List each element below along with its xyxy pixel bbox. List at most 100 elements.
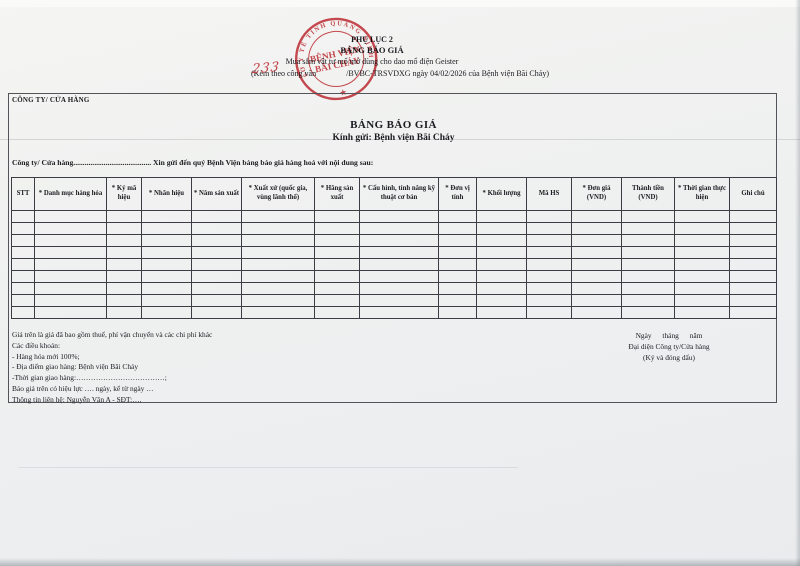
col-header-don-vi-tinh: * Đơn vị tính (438, 177, 477, 211)
table-row (11, 258, 777, 271)
table-cell (191, 210, 242, 223)
col-header-nam-san-xuat: * Năm sản xuất (191, 177, 242, 211)
table-cell (241, 210, 315, 223)
table-cell (106, 234, 142, 247)
table-cell (106, 270, 142, 283)
table-cell (106, 282, 142, 295)
table-cell (674, 282, 730, 295)
scan-fold-line (0, 139, 800, 140)
note-line: Thông tin liên hệ: Nguyễn Văn A - SĐT:…. (12, 394, 142, 404)
table-cell (476, 270, 527, 283)
table-cell (141, 258, 192, 271)
table-cell (34, 294, 107, 307)
reference-prefix: (Kèm theo công văn (251, 69, 317, 78)
table-cell (34, 282, 107, 295)
quotation-form-box: CÔNG TY/ CỬA HÀNG BẢNG BÁO GIÁ Kính gửi:… (8, 93, 777, 404)
table-row (11, 294, 777, 307)
table-cell (359, 270, 439, 283)
table-cell (106, 258, 142, 271)
col-header-ky-ma-hieu: * Ký mã hiệu (106, 177, 142, 211)
table-cell (191, 222, 242, 235)
header-subtitle: Mua sắm vật tư mổ mở dùng cho dao mổ điệ… (285, 57, 459, 66)
table-cell (106, 246, 142, 259)
table-cell (674, 210, 730, 223)
table-cell (526, 282, 572, 295)
table-cell (674, 306, 730, 319)
company-label: CÔNG TY/ CỬA HÀNG (12, 96, 90, 104)
table-row (11, 246, 777, 259)
table-cell (438, 282, 477, 295)
reference-suffix: /BVBC-TRSVDXG ngày 04/02/2026 của Bệnh v… (346, 69, 549, 78)
table-cell (526, 234, 572, 247)
table-cell (241, 282, 315, 295)
table-row (11, 306, 777, 319)
table-row (11, 270, 777, 283)
quotation-table: STT * Danh mục hàng hóa * Ký mã hiệu * N… (11, 177, 777, 319)
table-cell (438, 234, 477, 247)
table-cell (11, 210, 35, 223)
table-cell (11, 294, 35, 307)
table-cell (191, 246, 242, 259)
table-cell (314, 222, 360, 235)
table-cell (241, 246, 315, 259)
table-cell (11, 306, 35, 319)
form-title: BẢNG BÁO GIÁ (350, 119, 437, 131)
table-cell (106, 222, 142, 235)
scan-right-shadow (795, 0, 800, 566)
table-cell (674, 294, 730, 307)
table-cell (314, 294, 360, 307)
table-cell (476, 306, 527, 319)
table-cell (141, 222, 192, 235)
stamp-outer-ring (295, 17, 378, 101)
table-cell (621, 234, 675, 247)
table-cell (476, 258, 527, 271)
table-cell (314, 210, 360, 223)
table-cell (241, 270, 315, 283)
table-cell (571, 210, 622, 223)
table-cell (359, 210, 439, 223)
table-cell (476, 294, 527, 307)
table-cell (34, 306, 107, 319)
stamp-inner-ring (308, 30, 365, 87)
col-header-ghi-chu: Ghi chú (729, 177, 777, 211)
col-header-thoi-gian: * Thời gian thực hiện (674, 177, 730, 211)
table-cell (438, 306, 477, 319)
table-cell (11, 282, 35, 295)
table-cell (191, 258, 242, 271)
table-cell (359, 222, 439, 235)
stamp-star-icon: ★ (339, 86, 349, 97)
table-cell (476, 246, 527, 259)
form-intro-line: Công ty/ Cửa hàng.......................… (12, 158, 374, 167)
table-cell (34, 258, 107, 271)
table-cell (34, 222, 107, 235)
scan-top-strip (0, 0, 800, 7)
table-cell (571, 306, 622, 319)
table-cell (438, 246, 477, 259)
table-cell (729, 282, 777, 295)
col-header-don-gia: * Đơn giá (VND) (571, 177, 622, 211)
table-cell (359, 234, 439, 247)
table-cell (191, 270, 242, 283)
table-cell (674, 234, 730, 247)
table-cell (34, 234, 107, 247)
table-cell (106, 306, 142, 319)
table-cell (621, 222, 675, 235)
table-cell (359, 246, 439, 259)
table-cell (621, 294, 675, 307)
table-cell (729, 294, 777, 307)
table-cell (438, 210, 477, 223)
table-cell (674, 258, 730, 271)
table-cell (314, 246, 360, 259)
table-cell (571, 246, 622, 259)
table-cell (191, 234, 242, 247)
table-cell (526, 246, 572, 259)
note-line: - Hàng hóa mới 100%; (12, 351, 80, 361)
note-line: Giá trên là giá đã bao gồm thuế, phí vận… (12, 330, 213, 339)
table-cell (141, 234, 192, 247)
table-cell (106, 210, 142, 223)
table-cell (621, 246, 675, 259)
table-cell (621, 270, 675, 283)
signature-note: (Ký và đóng dấu) (643, 352, 695, 362)
note-line: -Thời gian giao hàng:………………………………; (12, 373, 167, 383)
